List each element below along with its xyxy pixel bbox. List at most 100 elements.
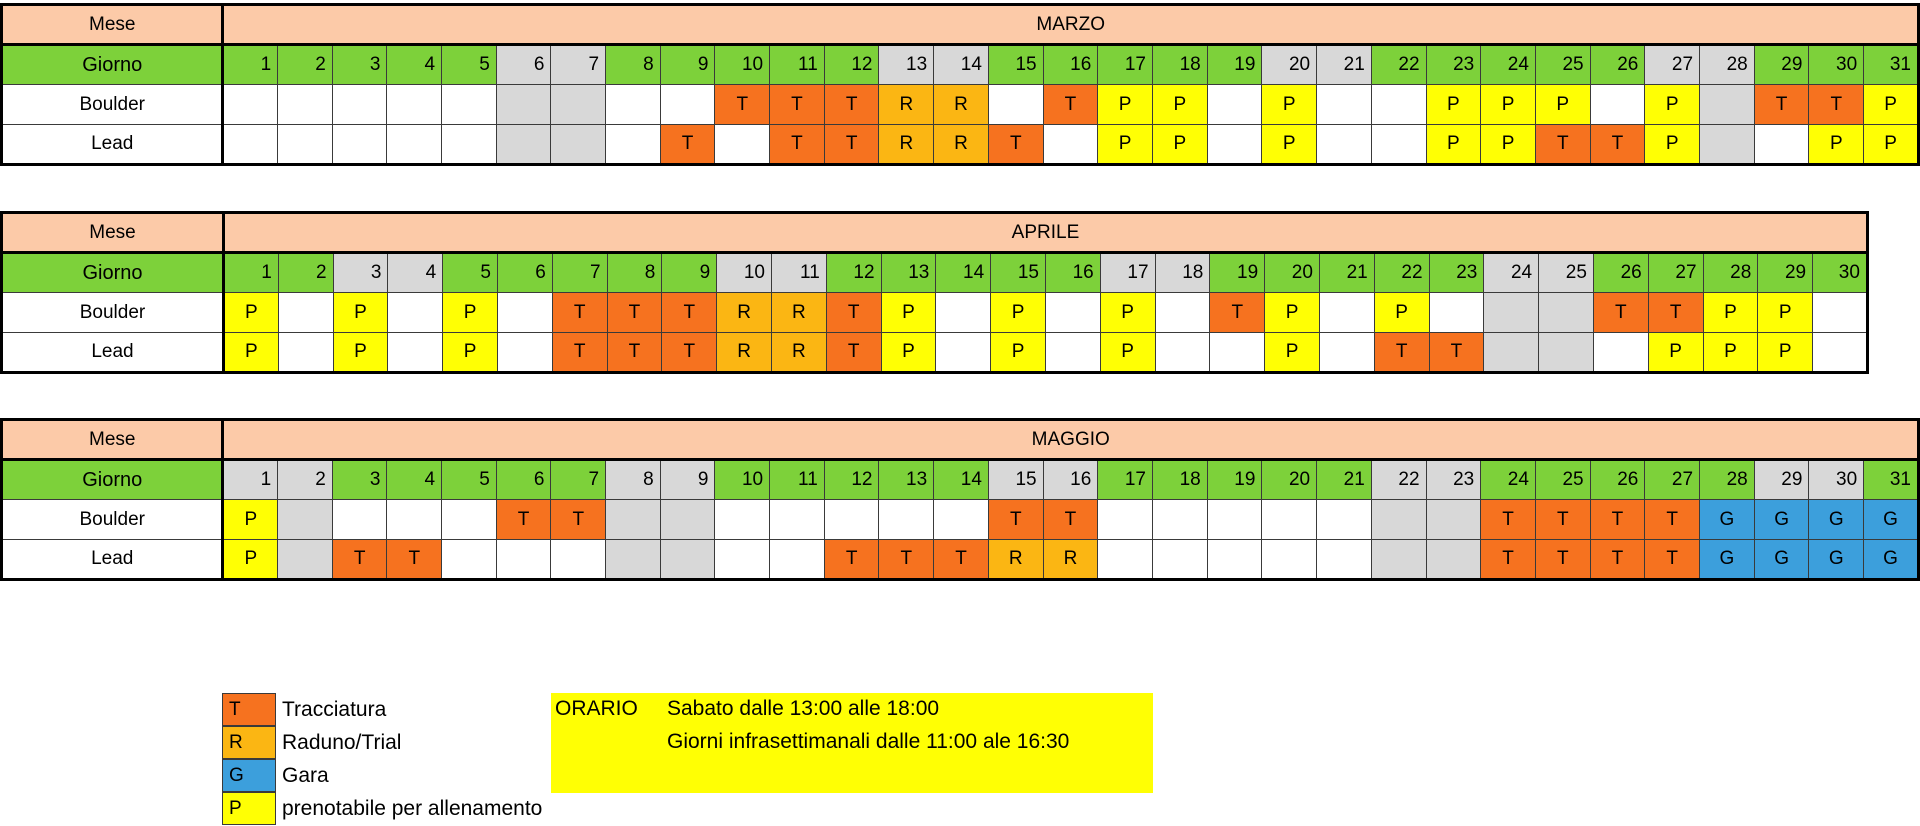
boulder-cell[interactable]: T xyxy=(714,84,771,125)
boulder-cell[interactable]: T xyxy=(1647,292,1704,333)
lead-cell[interactable]: T xyxy=(1644,539,1701,581)
boulder-cell[interactable] xyxy=(1812,292,1869,333)
lead-cell[interactable] xyxy=(1699,124,1755,166)
boulder-cell[interactable] xyxy=(1428,292,1485,333)
boulder-cell[interactable]: P xyxy=(1425,84,1482,125)
boulder-cell[interactable]: P xyxy=(1152,84,1208,125)
lead-cell[interactable]: P xyxy=(1480,124,1536,166)
boulder-cell[interactable]: P xyxy=(1702,292,1759,333)
lead-cell[interactable] xyxy=(1753,124,1810,166)
lead-cell[interactable] xyxy=(1042,124,1099,166)
lead-cell[interactable] xyxy=(1206,539,1263,581)
lead-cell[interactable]: P xyxy=(1863,124,1920,166)
lead-cell[interactable]: G xyxy=(1863,539,1920,581)
boulder-cell[interactable] xyxy=(987,84,1044,125)
boulder-cell[interactable] xyxy=(1316,499,1372,540)
boulder-cell[interactable]: P xyxy=(442,292,498,333)
lead-cell[interactable]: G xyxy=(1753,539,1810,581)
lead-cell[interactable] xyxy=(495,124,552,166)
lead-cell[interactable] xyxy=(386,124,443,166)
boulder-cell[interactable] xyxy=(605,84,661,125)
boulder-cell[interactable] xyxy=(933,499,989,540)
lead-cell[interactable] xyxy=(1316,539,1372,581)
boulder-cell[interactable] xyxy=(878,499,935,540)
lead-cell[interactable]: T xyxy=(1534,539,1591,581)
boulder-cell[interactable] xyxy=(659,499,716,540)
boulder-cell[interactable]: T xyxy=(550,499,607,540)
lead-cell[interactable]: P xyxy=(880,332,937,374)
boulder-cell[interactable]: P xyxy=(1480,84,1536,125)
boulder-cell[interactable]: T xyxy=(661,292,718,333)
lead-cell[interactable]: T xyxy=(987,124,1044,166)
boulder-cell[interactable]: G xyxy=(1863,499,1920,540)
boulder-cell[interactable] xyxy=(277,84,333,125)
boulder-cell[interactable] xyxy=(387,292,444,333)
lead-cell[interactable]: T xyxy=(823,124,880,166)
boulder-cell[interactable] xyxy=(1154,292,1211,333)
boulder-cell[interactable] xyxy=(1044,292,1101,333)
boulder-cell[interactable] xyxy=(1538,292,1594,333)
boulder-cell[interactable]: T xyxy=(551,292,608,333)
lead-cell[interactable]: T xyxy=(1480,539,1536,581)
boulder-cell[interactable]: G xyxy=(1753,499,1810,540)
boulder-cell[interactable]: R xyxy=(933,84,989,125)
boulder-cell[interactable]: P xyxy=(1534,84,1591,125)
lead-cell[interactable]: P xyxy=(1097,124,1153,166)
lead-cell[interactable] xyxy=(550,539,607,581)
boulder-cell[interactable]: R xyxy=(878,84,935,125)
boulder-cell[interactable]: P xyxy=(1644,84,1701,125)
lead-cell[interactable]: R xyxy=(878,124,935,166)
lead-cell[interactable]: R xyxy=(770,332,827,374)
boulder-cell[interactable]: P xyxy=(223,292,279,333)
lead-cell[interactable]: P xyxy=(1644,124,1701,166)
boulder-cell[interactable] xyxy=(441,84,497,125)
boulder-cell[interactable]: P xyxy=(332,292,389,333)
boulder-cell[interactable] xyxy=(1425,499,1482,540)
boulder-cell[interactable]: G xyxy=(1699,499,1755,540)
lead-cell[interactable] xyxy=(495,539,552,581)
boulder-cell[interactable]: T xyxy=(495,499,552,540)
lead-cell[interactable]: P xyxy=(1647,332,1704,374)
boulder-cell[interactable]: R xyxy=(716,292,772,333)
boulder-cell[interactable] xyxy=(331,499,388,540)
boulder-cell[interactable] xyxy=(550,84,607,125)
lead-cell[interactable] xyxy=(550,124,607,166)
lead-cell[interactable]: P xyxy=(1702,332,1759,374)
boulder-cell[interactable]: T xyxy=(606,292,663,333)
lead-cell[interactable] xyxy=(605,124,661,166)
lead-cell[interactable]: P xyxy=(1099,332,1156,374)
boulder-cell[interactable]: P xyxy=(1373,292,1430,333)
lead-cell[interactable]: R xyxy=(1042,539,1099,581)
boulder-cell[interactable] xyxy=(386,84,443,125)
lead-cell[interactable] xyxy=(1318,332,1375,374)
boulder-cell[interactable] xyxy=(1206,84,1263,125)
boulder-cell[interactable] xyxy=(331,84,388,125)
boulder-cell[interactable]: P xyxy=(222,499,279,540)
boulder-cell[interactable]: T xyxy=(1042,84,1099,125)
lead-cell[interactable]: T xyxy=(606,332,663,374)
lead-cell[interactable] xyxy=(441,124,497,166)
lead-cell[interactable]: P xyxy=(222,539,279,581)
lead-cell[interactable] xyxy=(1154,332,1211,374)
boulder-cell[interactable]: T xyxy=(823,84,880,125)
lead-cell[interactable]: T xyxy=(551,332,608,374)
boulder-cell[interactable]: T xyxy=(1209,292,1266,333)
boulder-cell[interactable] xyxy=(1318,292,1375,333)
lead-cell[interactable]: P xyxy=(1808,124,1865,166)
lead-cell[interactable]: T xyxy=(331,539,388,581)
lead-cell[interactable] xyxy=(1097,539,1153,581)
lead-cell[interactable] xyxy=(1209,332,1266,374)
boulder-cell[interactable] xyxy=(1370,499,1427,540)
lead-cell[interactable] xyxy=(1261,539,1318,581)
lead-cell[interactable] xyxy=(277,332,334,374)
boulder-cell[interactable] xyxy=(222,84,279,125)
lead-cell[interactable] xyxy=(714,124,771,166)
lead-cell[interactable]: T xyxy=(1589,124,1646,166)
lead-cell[interactable] xyxy=(769,539,825,581)
lead-cell[interactable] xyxy=(222,124,279,166)
lead-cell[interactable] xyxy=(1152,539,1208,581)
lead-cell[interactable] xyxy=(714,539,771,581)
lead-cell[interactable] xyxy=(1370,124,1427,166)
boulder-cell[interactable] xyxy=(823,499,880,540)
boulder-cell[interactable] xyxy=(1206,499,1263,540)
